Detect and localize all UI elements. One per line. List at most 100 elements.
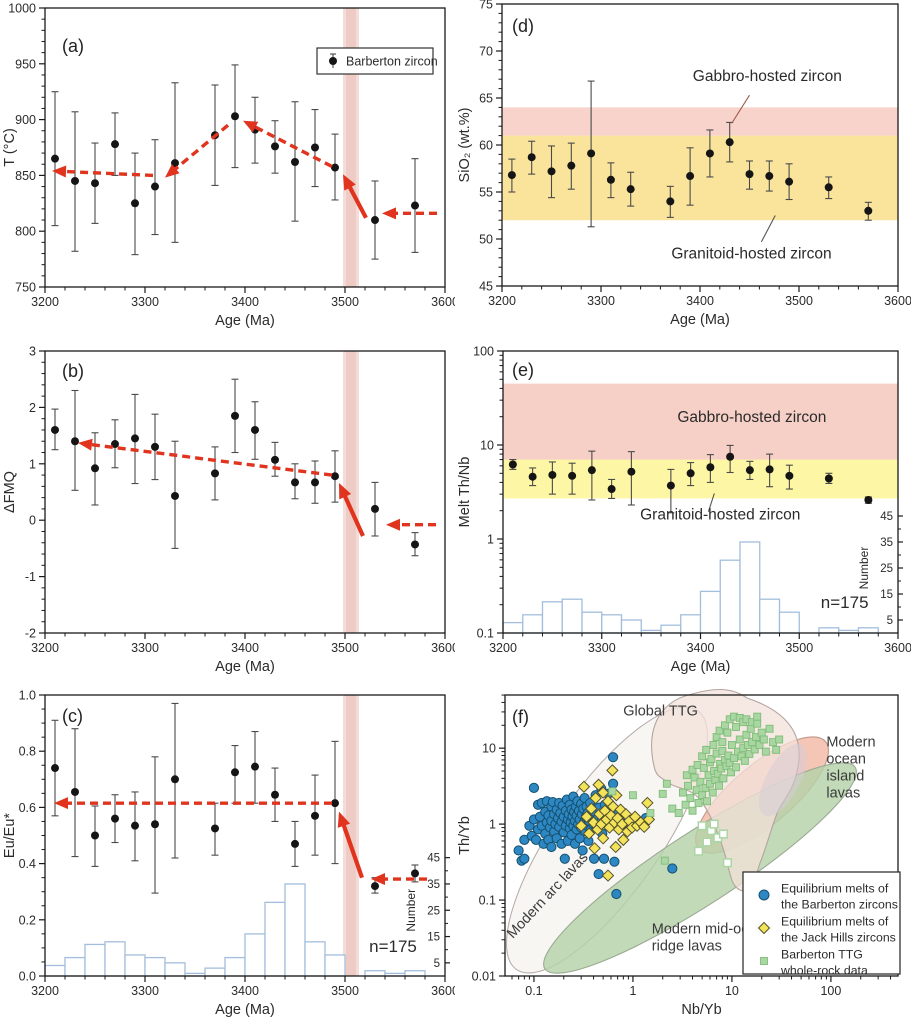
data-point: [715, 781, 723, 790]
x-tick-label: 3500: [785, 294, 813, 308]
histogram-bar: [581, 611, 603, 634]
data-point: [681, 800, 690, 809]
legend-label: Barberton zircon: [346, 55, 438, 69]
data-point: [824, 183, 833, 192]
data-point: [601, 869, 615, 882]
data-point: [231, 112, 239, 121]
axes: 3200 3300 3400 3500 3600 Age (Ma) 0.0 0.2 0.4 0.6…: [2, 689, 455, 1019]
data-point: [151, 820, 159, 829]
number-tick-label: 5: [434, 958, 440, 970]
data-point: [704, 771, 713, 780]
data-point: [706, 463, 715, 472]
trend-arrow-line: [340, 822, 364, 879]
data-point: [730, 754, 738, 763]
data-point: [271, 790, 279, 799]
data-point: [727, 768, 736, 777]
data-point: [705, 149, 714, 158]
data-point: [750, 745, 759, 754]
x-tick-label: 3500: [331, 295, 359, 309]
y-tick-label: 2: [29, 401, 36, 415]
panel-e: Gabbro-hosted zircon Granitoid-hosted zir…: [457, 345, 911, 676]
data-point: [688, 765, 697, 774]
data-point: [311, 811, 319, 820]
data-point: [757, 728, 766, 737]
data-point: [577, 845, 588, 856]
histogram-bar: [620, 619, 642, 634]
data-point: [151, 182, 159, 191]
data-point: [546, 841, 557, 853]
data-point: [598, 853, 610, 864]
data-point: [740, 756, 749, 765]
y-tick-label: 1.0: [19, 689, 36, 703]
number-tick-label: 15: [427, 932, 440, 944]
data-point: [588, 853, 600, 864]
data-point: [719, 774, 728, 783]
data-point: [568, 471, 577, 480]
age-highlight-band: [343, 351, 359, 633]
number-tick-label: 45: [880, 511, 893, 523]
trend-arrow-head: [52, 165, 67, 178]
band-label: Granitoid-hosted zircon: [671, 246, 831, 263]
data-point: [727, 741, 736, 749]
y-tick-label: 0.01: [472, 970, 496, 984]
data-point: [592, 778, 605, 791]
data-point: [745, 170, 754, 179]
data-point: [519, 853, 530, 864]
x-tick-label: 3300: [131, 984, 159, 998]
trend-arrow-head: [78, 438, 93, 451]
data-point: [674, 809, 683, 817]
data-point: [91, 831, 99, 840]
trend-arrow-head: [337, 811, 351, 828]
axes: 3200 3300 3400 3500 3600 Age (Ma) 0.1 1 10 100 Mel…: [457, 345, 911, 676]
y-tick-label: 1: [489, 818, 496, 832]
data-point: [745, 466, 754, 475]
x-tick-label: 3500: [331, 641, 359, 655]
x-axis-title: Age (Ma): [215, 313, 275, 329]
histogram-bar: [719, 559, 741, 634]
data-point: [91, 464, 99, 473]
histogram-bar: [404, 970, 426, 977]
data-point: [291, 158, 299, 167]
data-point: [646, 809, 655, 817]
histogram-bar: [64, 956, 86, 977]
y-tick-label: 1: [29, 457, 36, 471]
data-point: [755, 741, 764, 749]
y-tick-label: -1: [25, 570, 36, 584]
data-point: [609, 840, 622, 854]
histogram-bar: [818, 627, 840, 634]
y-tick-label: 10: [480, 439, 494, 453]
histogram-bar: [561, 598, 583, 634]
data-point: [641, 796, 654, 810]
data-point: [732, 763, 740, 772]
data-point: [660, 856, 669, 865]
field-label: Global TTG: [623, 703, 698, 719]
x-tick-label: 3500: [331, 984, 359, 998]
field-label: Modern ocean island lavas: [826, 735, 875, 802]
data-point: [291, 478, 299, 487]
data-point: [151, 442, 159, 451]
histogram-bar: [759, 598, 781, 634]
number-axis: 5 15 25 35 45 Number: [857, 511, 903, 627]
trend-arrow-head: [54, 797, 68, 810]
x-tick-label: 3600: [884, 294, 911, 308]
data-point: [642, 813, 656, 826]
x-tick-label: 3600: [431, 641, 455, 655]
histogram-bar: [601, 614, 623, 634]
x-tick-label: 3200: [31, 295, 59, 309]
data-point: [864, 495, 873, 504]
y-tick-label: 65: [479, 92, 493, 106]
x-axis-title: Age (Ma): [215, 659, 275, 675]
y-tick-label: 0.4: [19, 857, 36, 871]
panel-letter: (b): [62, 361, 84, 381]
data-point: [131, 199, 139, 208]
data-point: [111, 440, 119, 449]
data-point: [707, 755, 716, 763]
y-tick-label: 10: [482, 742, 496, 756]
trend-arrow-line: [342, 493, 365, 537]
trend-arrow-line: [62, 169, 154, 178]
data-point: [725, 138, 734, 147]
histogram-bar: [244, 933, 266, 977]
x-tick-label: 3300: [131, 295, 159, 309]
y-tick-label: 45: [479, 280, 493, 294]
